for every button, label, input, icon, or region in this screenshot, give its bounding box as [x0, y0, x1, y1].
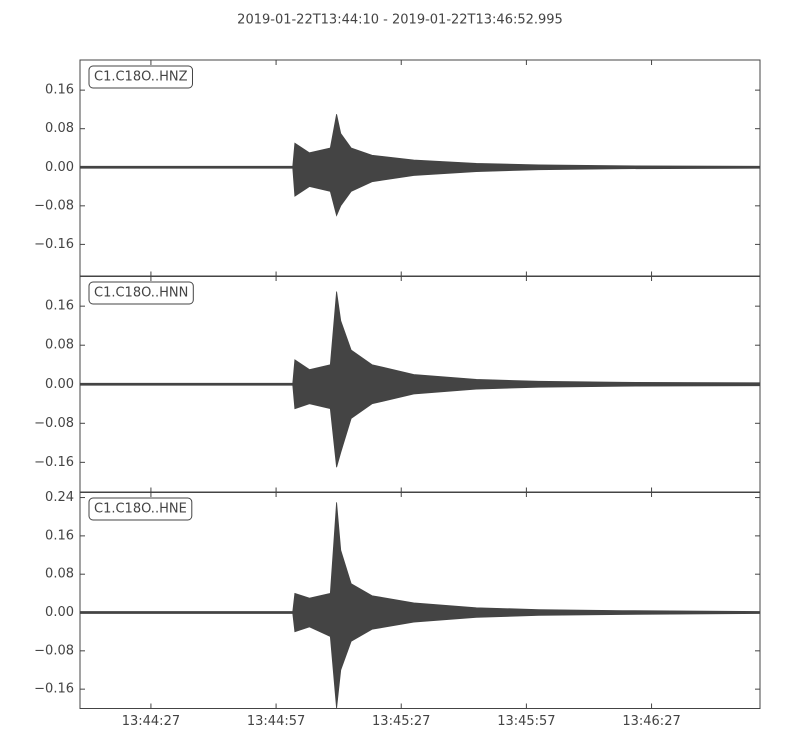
y-tick-label: −0.08 — [34, 643, 74, 658]
y-tick-label: −0.16 — [34, 455, 74, 470]
y-tick-label: 0.00 — [45, 605, 74, 620]
y-tick-label: 0.16 — [45, 83, 74, 98]
waveform-envelope — [79, 612, 761, 709]
y-tick-label: 0.00 — [45, 377, 74, 392]
y-tick-label: 0.08 — [45, 567, 74, 582]
waveform-envelope — [79, 291, 761, 385]
x-tick-label: 13:45:27 — [372, 714, 430, 729]
y-tick-label: −0.08 — [34, 416, 74, 431]
y-tick-label: 0.00 — [45, 160, 74, 175]
y-tick-label: 0.08 — [45, 338, 74, 353]
trace-label: C1.C18O..HNZ — [94, 70, 188, 85]
chart-title: 2019-01-22T13:44:10 - 2019-01-22T13:46:5… — [237, 13, 563, 28]
y-tick-label: 0.16 — [45, 299, 74, 314]
panel-frame — [79, 491, 761, 709]
trace-label: C1.C18O..HNE — [94, 502, 187, 517]
x-tick-label: 13:44:27 — [122, 714, 180, 729]
y-tick-label: −0.16 — [34, 237, 74, 252]
waveform-envelope — [79, 502, 761, 613]
y-tick-label: 0.24 — [45, 490, 74, 505]
y-tick-label: −0.08 — [34, 198, 74, 213]
waveform-envelope — [79, 166, 761, 217]
x-tick-label: 13:44:57 — [247, 714, 305, 729]
waveform-envelope — [79, 114, 761, 168]
trace-label-box — [88, 65, 193, 89]
y-tick-label: −0.16 — [34, 682, 74, 697]
y-tick-label: 0.16 — [45, 528, 74, 543]
trace-label: C1.C18O..HNN — [94, 286, 188, 301]
trace-label-box — [88, 281, 194, 305]
y-tick-label: 0.08 — [45, 121, 74, 136]
waveform-envelope — [79, 383, 761, 468]
x-tick-label: 13:46:27 — [622, 714, 680, 729]
x-tick-label: 13:45:57 — [497, 714, 555, 729]
trace-label-box — [88, 497, 193, 521]
